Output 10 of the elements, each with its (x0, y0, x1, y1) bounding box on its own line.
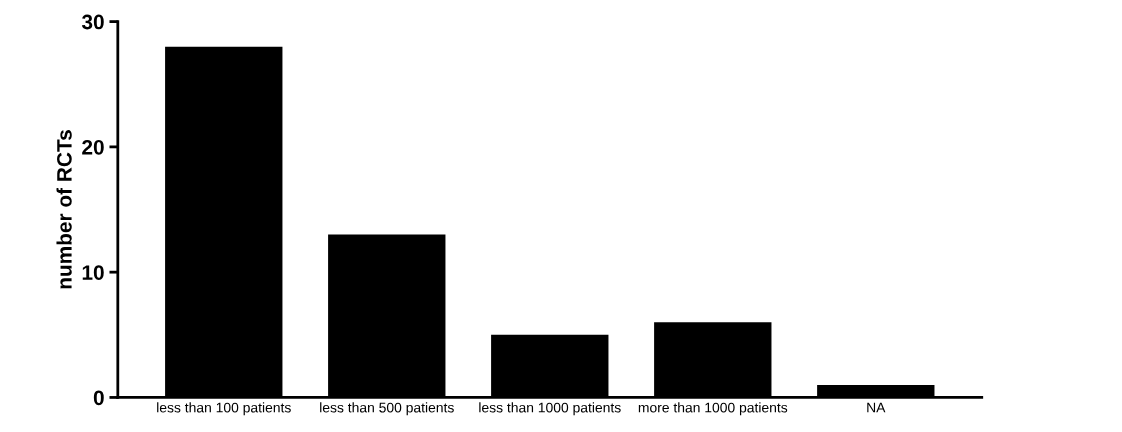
x-tick-label: more than 1000 patients (638, 402, 788, 416)
y-tick-label: 30 (81, 14, 104, 30)
y-axis-title: number of RCTs (56, 130, 72, 289)
y-tick-label: 20 (82, 139, 104, 155)
x-tick-label: less than 100 patients (157, 402, 291, 416)
y-tick-label: 0 (93, 390, 104, 406)
y-tick-label: 10 (82, 265, 104, 280)
x-tick-label: NA (867, 402, 886, 413)
x-tick-label: less than 500 patients (320, 402, 454, 416)
x-tick-label: less than 1000 patients (479, 402, 621, 416)
